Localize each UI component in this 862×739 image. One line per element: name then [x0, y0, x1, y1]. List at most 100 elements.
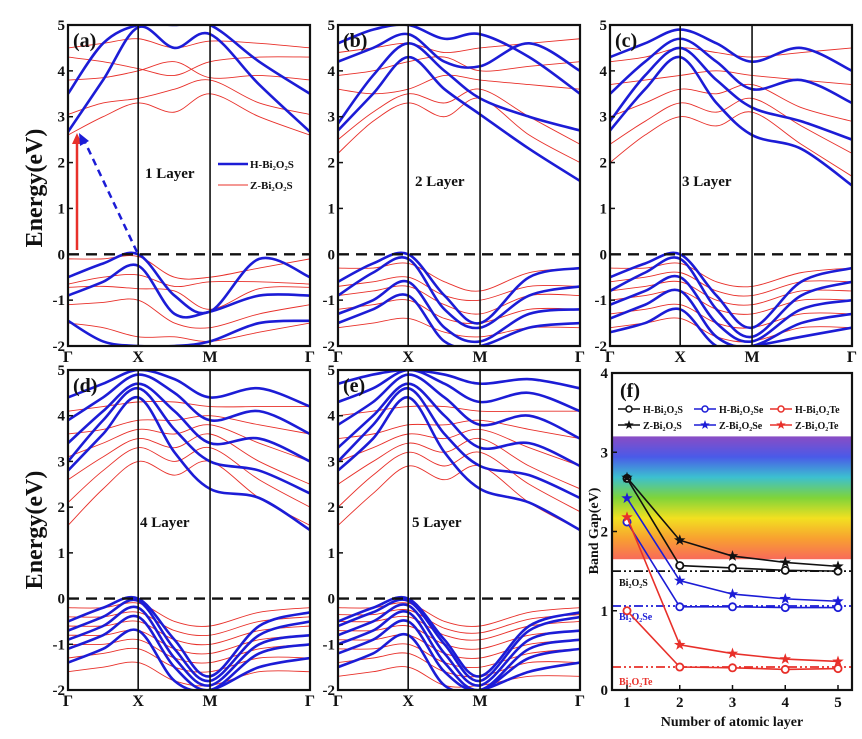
h-phase-band-5 — [68, 595, 310, 678]
legend: H-Bi₂O₂S H-Bi₂O₂Se H-Bi₂O₂Te Z-Bi₂O₂S Z-Bi₂O… — [618, 405, 840, 432]
h-phase-band-2 — [610, 37, 852, 105]
kpoint-label: Γ — [63, 693, 73, 710]
indirect-gap-arrowhead — [79, 133, 89, 146]
y-tick-label: -1 — [53, 293, 66, 309]
z-phase-band-5 — [338, 262, 580, 292]
h-phase-band-5 — [610, 256, 852, 339]
z-phase-band-0 — [610, 111, 852, 177]
kpoint-label: Γ — [305, 349, 315, 366]
legend-label: Z-Bi₂O₂Se — [719, 421, 763, 432]
legend-label: H-Bi₂O₂Se — [719, 405, 764, 416]
y-tick-label: 5 — [328, 18, 336, 34]
y-tick-label: 3 — [58, 454, 66, 470]
series-zbios — [621, 471, 844, 572]
h-phase-band-4 — [338, 251, 580, 325]
reference-line-label: Bi₂O₂Te — [619, 677, 653, 688]
y-tick-label: 4 — [600, 64, 608, 80]
star-marker — [621, 471, 633, 483]
kpoint-label: X — [132, 349, 144, 366]
y-tick-label: 4 — [328, 409, 336, 425]
h-phase-band-6 — [68, 598, 310, 683]
y-tick-label: 0 — [328, 592, 336, 608]
z-phase-band-5 — [68, 255, 310, 280]
y-tick-label: 5 — [328, 363, 336, 379]
panel-label: (f) — [620, 380, 640, 402]
h-phase-band-1 — [68, 25, 310, 95]
y-tick-label: 5 — [58, 363, 66, 379]
circle-marker — [780, 565, 790, 575]
visible-spectrum-band — [612, 436, 852, 560]
bands-group — [338, 370, 580, 690]
star-marker — [779, 653, 791, 664]
y-tick-label: 3 — [328, 110, 336, 126]
layer-count-label: 1 Layer — [145, 166, 195, 182]
band-panel-e: -2 -1 0 1 2 3 4 5 Γ X M Γ (e) 5 Layer — [323, 363, 586, 710]
h-phase-band-0 — [338, 396, 580, 532]
z-phase-band-4 — [338, 38, 580, 54]
kpoint-label: M — [744, 349, 759, 366]
star-marker — [779, 592, 791, 604]
kpoint-label: Γ — [333, 349, 343, 366]
kpoint-label: Γ — [605, 349, 615, 366]
y-tick-label: -1 — [53, 637, 66, 653]
legend-label: H-Bi₂O₂S — [643, 405, 683, 416]
legend-circle-marker — [777, 405, 785, 413]
z-phase-band-9 — [68, 322, 310, 342]
h-phase-band-4 — [338, 370, 580, 413]
y-tick-label: 1 — [58, 201, 66, 217]
star-marker — [621, 492, 633, 504]
band-panel-d: -2 -1 0 1 2 3 4 5 Γ X M Γ (d) 4 Layer — [53, 363, 316, 710]
star-marker — [621, 511, 633, 523]
star-marker — [674, 638, 686, 650]
star-marker — [726, 647, 739, 659]
circle-marker — [622, 606, 632, 616]
z-phase-band-1 — [68, 446, 310, 508]
energy-axis-label-bottom: Energy(eV) — [22, 471, 48, 590]
panel-frame — [608, 23, 854, 348]
z-phase-band-4 — [338, 419, 580, 440]
circle-marker — [675, 662, 685, 672]
y-tick-label: 5 — [600, 18, 608, 34]
panel-frame — [336, 368, 582, 692]
h-phase-band-0 — [68, 396, 310, 532]
kpoint-label: M — [472, 693, 487, 710]
z-phase-band-6 — [338, 276, 580, 302]
y-tick-label: 0 — [58, 592, 66, 608]
h-phase-band-8 — [610, 307, 852, 346]
y-tick-label: 0 — [58, 247, 66, 263]
z-phase-band-2 — [68, 433, 310, 485]
circle-marker — [780, 603, 790, 613]
h-phase-band-0 — [610, 55, 852, 187]
y-tick-label: 2 — [600, 156, 608, 172]
kpoint-label: Γ — [305, 693, 315, 710]
z-phase-band-7 — [68, 285, 310, 310]
legend-label: Z-Bi₂O₂S — [643, 421, 682, 432]
y-tick-label: -2 — [323, 339, 336, 355]
y-tick-label: -2 — [595, 339, 608, 355]
star-marker — [726, 588, 739, 599]
z-phase-band-7 — [610, 280, 852, 306]
star-marker — [674, 534, 686, 546]
y-tick-label: 0 — [600, 247, 608, 263]
y-tick-label: 1 — [600, 201, 608, 217]
direct-gap-arrowhead — [72, 133, 82, 144]
kpoint-label: X — [674, 349, 686, 366]
legend-label: H-Bi₂O₂Te — [795, 405, 840, 416]
h-phase-band-8 — [338, 603, 580, 687]
layer-count-label: 4 Layer — [140, 515, 190, 531]
h-phase-band-3 — [68, 263, 310, 319]
h-phase-band-1 — [338, 386, 580, 500]
kpoint-label: M — [202, 693, 217, 710]
y-tick-label: 3 — [58, 110, 66, 126]
z-phase-band-8 — [68, 298, 310, 329]
y-tick-label: 1 — [601, 604, 609, 620]
kpoint-label: M — [472, 349, 487, 366]
h-phase-band-1 — [338, 42, 580, 132]
kpoint-label: X — [402, 693, 414, 710]
series-zbiose — [621, 492, 844, 607]
kpoint-label: Γ — [575, 693, 585, 710]
star-marker — [726, 550, 739, 561]
h-phase-band-4 — [68, 319, 310, 346]
y-tick-label: 1 — [58, 546, 66, 562]
